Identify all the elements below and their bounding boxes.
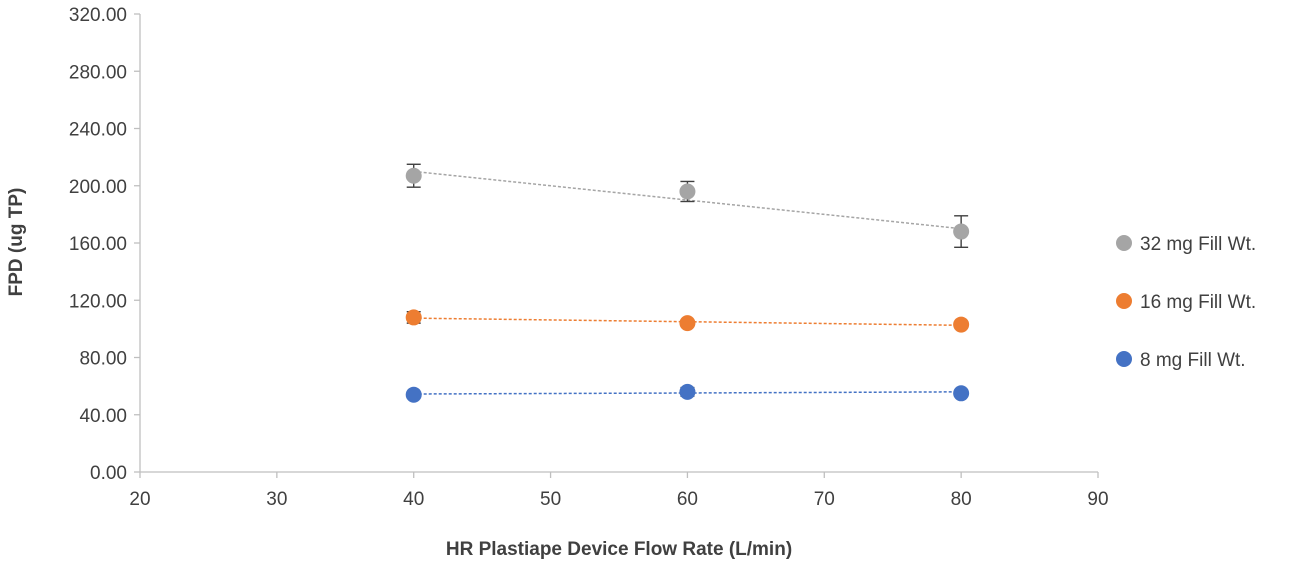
x-tick-label: 90 bbox=[1087, 489, 1108, 510]
y-tick-label: 120.00 bbox=[69, 291, 127, 312]
data-point bbox=[679, 315, 696, 332]
legend-label: 8 mg Fill Wt. bbox=[1140, 350, 1246, 371]
x-tick-label: 80 bbox=[951, 489, 972, 510]
y-tick-label: 0.00 bbox=[90, 463, 127, 484]
x-tick-label: 60 bbox=[677, 489, 698, 510]
x-tick-label: 70 bbox=[814, 489, 835, 510]
x-tick-label: 50 bbox=[540, 489, 561, 510]
legend-label: 32 mg Fill Wt. bbox=[1140, 234, 1256, 255]
y-axis-title: FPD (ug TP) bbox=[6, 188, 27, 297]
data-point bbox=[405, 386, 422, 403]
y-tick-label: 200.00 bbox=[69, 177, 127, 198]
x-tick-label: 40 bbox=[403, 489, 424, 510]
legend-marker bbox=[1116, 293, 1132, 309]
data-point bbox=[679, 383, 696, 400]
y-axis: 0.00 40.00 80.00 120.00 160.00 200.00 240.00 28… bbox=[69, 5, 141, 484]
data-point bbox=[953, 223, 970, 240]
y-tick-label: 240.00 bbox=[69, 120, 127, 141]
y-tick-label: 280.00 bbox=[69, 62, 127, 83]
data-point bbox=[405, 309, 422, 326]
legend-label: 16 mg Fill Wt. bbox=[1140, 292, 1256, 313]
y-tick-label: 40.00 bbox=[79, 406, 127, 427]
data-point bbox=[405, 167, 422, 184]
x-axis-title: HR Plastiape Device Flow Rate (L/min) bbox=[446, 539, 792, 560]
legend-marker bbox=[1116, 235, 1132, 251]
trendline-series-1 bbox=[413, 317, 962, 327]
x-tick-label: 20 bbox=[129, 489, 150, 510]
data-point bbox=[953, 316, 970, 333]
x-axis: 20 30 40 50 60 70 80 90 bbox=[129, 471, 1109, 510]
x-tick-label: 30 bbox=[266, 489, 287, 510]
data-points bbox=[405, 167, 970, 403]
data-point bbox=[679, 183, 696, 200]
y-tick-label: 160.00 bbox=[69, 234, 127, 255]
y-tick-label: 320.00 bbox=[69, 5, 127, 26]
data-point bbox=[953, 385, 970, 402]
trendline-series-2 bbox=[413, 391, 962, 395]
y-tick-label: 80.00 bbox=[79, 349, 127, 370]
trendlines bbox=[413, 170, 962, 395]
legend-marker bbox=[1116, 351, 1132, 367]
legend: 32 mg Fill Wt. 16 mg Fill Wt. 8 mg Fill Wt… bbox=[1116, 234, 1256, 371]
